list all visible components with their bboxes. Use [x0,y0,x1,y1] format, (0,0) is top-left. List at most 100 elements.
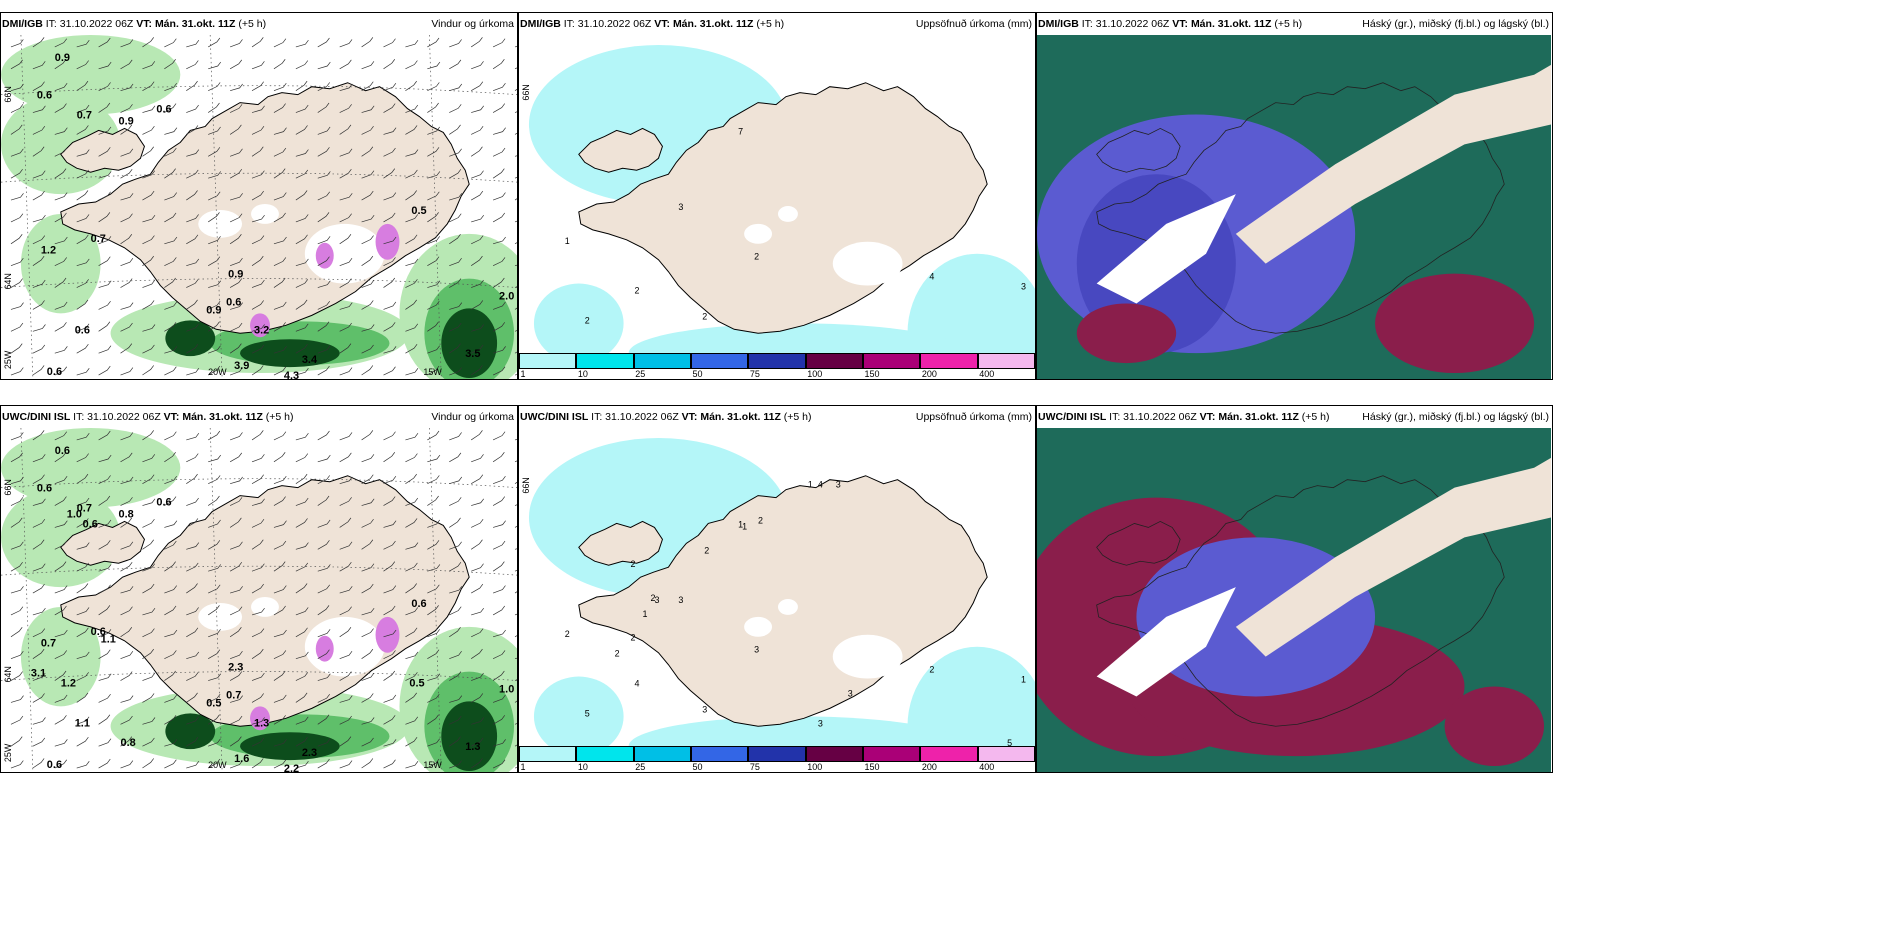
wind-barb [32,758,45,769]
value-label: 3 [654,595,659,605]
colorbar-tick: 100 [807,762,823,772]
wind-barb [339,343,352,354]
wind-barb [492,59,505,70]
wind-barb [186,104,199,113]
value-label: 1.2 [41,245,56,257]
wind-barb [98,495,111,506]
wind-barb [383,585,397,594]
wind-barb [229,213,243,223]
wind-barb [120,322,133,332]
wind-barb [295,169,309,179]
wind-barb [120,148,134,157]
panel-title: Vindur og úrkoma [431,18,514,30]
wind-barb [339,302,353,310]
wind-barb [230,695,243,703]
wind-barb [32,105,46,113]
wind-barb [295,518,308,528]
wind-barb [54,540,68,550]
wind-barb [32,170,46,179]
wind-barb [76,60,89,70]
wind-barb [339,695,353,703]
wind-barb [164,103,177,113]
lead-time: (+5 h) [238,18,267,30]
wind-barb [208,475,221,484]
panel-title: Vindur og úrkoma [431,411,514,423]
wind-barb [76,149,90,157]
wind-barb [383,739,397,747]
wind-barb [492,739,506,747]
wind-barb [471,607,485,616]
colorbar-swatch [748,353,806,369]
wind-barb [317,584,331,594]
wind-barb [427,673,441,681]
wind-barb [361,235,374,245]
wind-barb [317,126,331,135]
wind-barb [492,605,506,616]
wind-barb [427,300,440,310]
wind-barb [471,125,484,135]
wind-barb [361,758,374,769]
value-label: 0.6 [37,483,52,495]
colorbar-swatch [691,746,749,762]
wind-barb [361,81,374,91]
wind-barb [186,761,200,769]
wind-barb [208,256,221,266]
wind-barb [10,586,24,594]
wind-barb [405,607,419,616]
colorbar: 1 10 25 50 75 100 150 200 400 [519,353,1035,379]
wind-barb [405,258,419,266]
wind-barb [361,518,374,528]
wind-barb [449,322,462,332]
axis-label: 25W [3,743,13,762]
wind-barb [98,212,111,223]
axis-label: 15W [423,367,442,377]
wind-barb [492,715,506,725]
wind-barb [76,453,89,463]
wind-barb [317,475,331,484]
wind-barb [229,517,242,528]
wind-barb [186,607,199,616]
wind-barb [186,562,199,572]
wind-barb [186,432,200,441]
wind-barb [54,127,68,135]
wind-barb [229,257,243,266]
wind-barb [273,452,286,463]
init-time: IT: 31.10.2022 06Z [1109,411,1197,423]
wind-barb [54,561,67,572]
wind-barb [405,761,419,769]
wind-barb [449,671,462,681]
wind-barb [405,583,417,594]
wind-barb [339,367,353,376]
wind-barb [427,519,440,528]
accum-precip-panel-top: DMI/IGB IT: 31.10.2022 06Z VT: Mán. 31.o… [518,12,1036,380]
wind-barb [208,82,221,91]
wind-barb [164,192,177,201]
valid-label: VT: [1172,18,1189,30]
wind-barb [76,473,89,484]
wind-barb [405,542,419,550]
wind-barb [98,673,112,681]
wind-barb [10,193,24,201]
panel-header: DMI/IGB IT: 31.10.2022 06Z VT: Mán. 31.o… [1037,13,1552,35]
wind-barb [361,693,374,703]
value-label: 1.1 [75,717,90,729]
wind-barb [54,650,68,659]
wind-barb [295,299,308,310]
wind-barb [142,758,154,769]
value-label: 0.8 [121,737,136,749]
wind-barb [208,345,221,354]
wind-barb [142,563,156,572]
colorbar-tick: 400 [979,762,995,772]
wind-barb [427,256,440,266]
axis-label: 66N [521,84,531,100]
wind-barb [405,80,417,91]
wind-barb [405,651,419,659]
wind-barb [142,628,155,638]
wind-barb [98,61,112,70]
value-label: 2 [754,252,759,262]
wind-barb [361,146,374,157]
value-label: 0.9 [206,304,221,316]
wind-barb [208,693,221,703]
value-label: 0.7 [77,110,92,122]
colorbar-swatch [519,746,577,762]
